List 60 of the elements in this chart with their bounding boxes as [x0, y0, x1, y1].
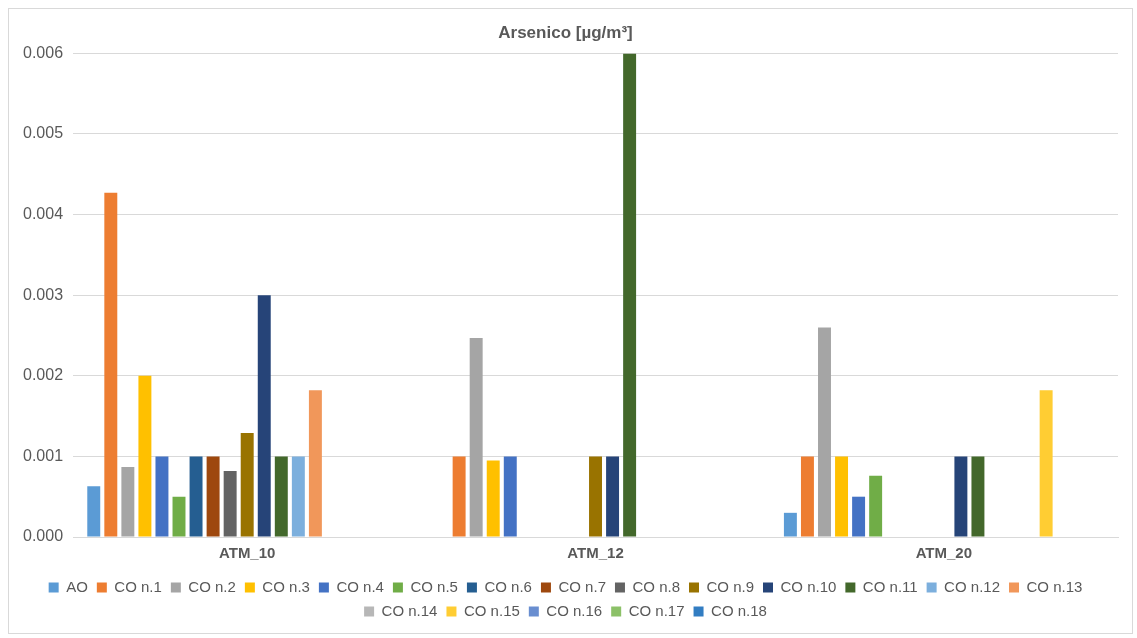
y-tick-label: 0.001	[22, 446, 64, 464]
legend-label: CO n.2	[188, 577, 236, 595]
legend-label: CO n.3	[262, 577, 310, 595]
x-tick-label: ATM_10	[219, 544, 276, 562]
bar	[783, 512, 797, 537]
bar	[206, 456, 220, 537]
legend-label: CO n.6	[484, 577, 532, 595]
bar	[189, 456, 203, 537]
legend-label: CO n.14	[381, 601, 438, 619]
bar	[172, 496, 186, 537]
legend-label: CO n.9	[706, 577, 755, 595]
x-tick-label: ATM_20	[915, 544, 973, 562]
bar	[121, 466, 135, 537]
legend-label: AO	[66, 577, 88, 595]
legend-label: CO n.1	[114, 577, 162, 595]
bar	[104, 192, 118, 537]
legend-label: CO n.16	[546, 601, 603, 619]
bar	[589, 456, 602, 537]
legend-label: CO n.13	[1026, 577, 1083, 595]
bar	[452, 456, 466, 537]
bar	[1039, 390, 1053, 537]
bar	[155, 456, 169, 537]
y-tick-label: 0.002	[22, 366, 64, 384]
bar	[257, 295, 271, 537]
bar	[818, 327, 831, 537]
bar	[274, 456, 288, 537]
bar	[138, 375, 152, 537]
bar	[835, 456, 849, 537]
legend-label: CO n.17	[628, 601, 685, 619]
bar	[87, 486, 101, 537]
bar	[800, 456, 814, 537]
legend-label: CO n.8	[632, 577, 680, 595]
bar	[606, 456, 620, 537]
legend-label: CO n.7	[558, 577, 606, 595]
bar	[486, 460, 500, 537]
y-tick-label: 0.006	[22, 43, 64, 61]
x-tick-label: ATM_12	[567, 544, 624, 562]
y-tick-label: 0.000	[22, 527, 64, 545]
legend-label: CO n.10	[780, 577, 837, 595]
bar	[954, 456, 968, 537]
y-tick-label: 0.003	[22, 285, 64, 303]
chart-title: Arsenico [µg/m³]	[498, 22, 633, 42]
legend-label: CO n.5	[410, 577, 458, 595]
bar	[291, 456, 305, 537]
legend-label: CO n.18	[711, 601, 767, 619]
y-tick-label: 0.004	[22, 205, 64, 223]
bar	[240, 433, 254, 537]
bar	[971, 456, 985, 537]
bar	[623, 53, 637, 537]
bar	[503, 456, 517, 537]
bar	[308, 390, 322, 537]
bar	[469, 337, 483, 537]
bar	[869, 475, 883, 537]
legend-label: CO n.4	[336, 577, 384, 595]
legend-label: CO n.15	[463, 601, 520, 619]
bar	[223, 470, 237, 537]
y-tick-label: 0.005	[22, 124, 64, 142]
legend-label: CO n.11	[862, 577, 918, 595]
legend-label: CO n.12	[944, 577, 1000, 595]
bar	[852, 496, 866, 537]
